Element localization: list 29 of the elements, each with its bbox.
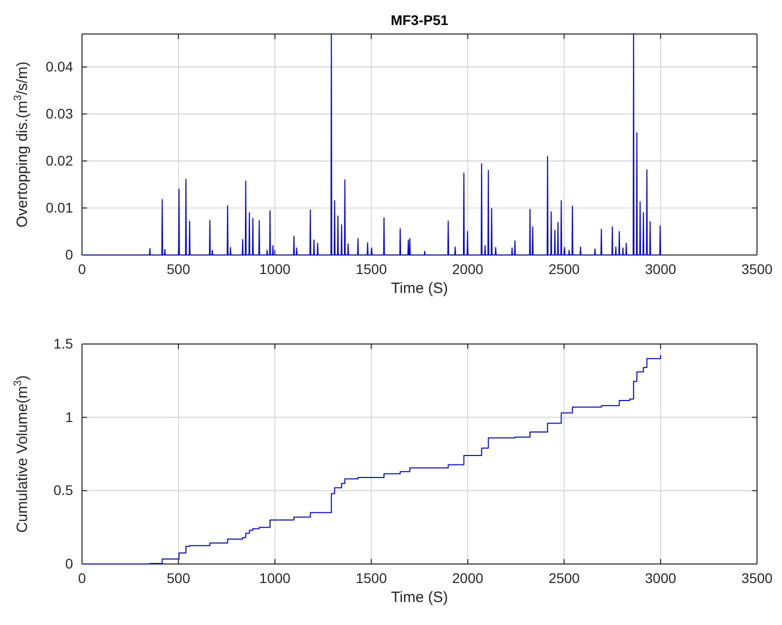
- x-tick-label: 3500: [741, 260, 773, 277]
- x-tick-label: 1500: [356, 570, 388, 586]
- x-tick-label: 500: [166, 570, 190, 586]
- y-tick-label: 0: [65, 555, 74, 572]
- x-axis-title: Time (S): [391, 280, 448, 297]
- x-tick-label: 2000: [452, 260, 484, 277]
- line-series: [82, 34, 662, 256]
- y-tick-label: 0.03: [46, 105, 74, 122]
- y-tick-label: 1.5: [54, 335, 74, 352]
- y-tick-label: 0.5: [54, 482, 74, 498]
- x-tick-label: 2500: [548, 570, 580, 586]
- x-tick-label: 2500: [548, 260, 580, 277]
- x-tick-label: 3000: [644, 570, 676, 586]
- x-tick-label: 3000: [644, 260, 676, 277]
- x-tick-label: 0: [78, 570, 86, 586]
- y-tick-label: 0: [65, 246, 74, 262]
- x-tick-label: 2000: [452, 570, 484, 586]
- x-tick-label: 1000: [259, 260, 291, 277]
- x-tick-label: 500: [166, 260, 190, 277]
- y-tick-label: 0.02: [46, 152, 74, 168]
- y-tick-label: 0.01: [46, 199, 74, 216]
- x-tick-label: 1500: [356, 260, 388, 277]
- x-tick-label: 0: [78, 260, 86, 277]
- x-axis-title: Time (S): [391, 589, 448, 606]
- chart-title: MF3-P51: [390, 12, 448, 28]
- x-tick-label: 1000: [259, 570, 291, 586]
- y-tick-label: 1: [65, 408, 74, 425]
- y-tick-label: 0.04: [46, 58, 74, 74]
- x-tick-label: 3500: [741, 570, 773, 586]
